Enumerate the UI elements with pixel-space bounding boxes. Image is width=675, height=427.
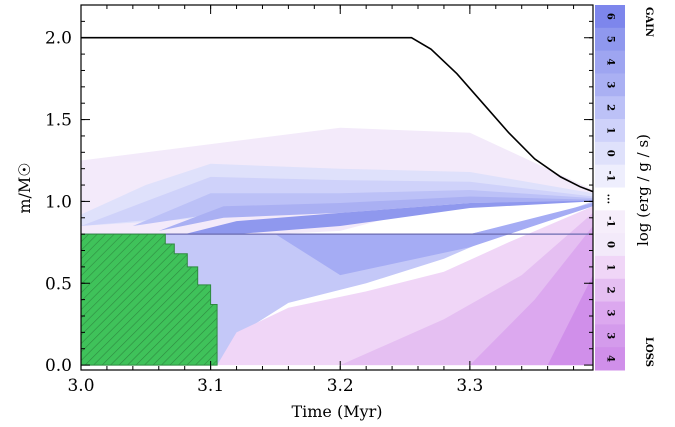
colorbar-segment-label: 4	[605, 59, 616, 66]
colorbar-segment	[595, 233, 625, 257]
x-tick-label: 3.1	[197, 376, 224, 396]
energy-region-gain4	[184, 200, 593, 235]
y-axis-label: m/M☉	[15, 162, 34, 213]
colorbar-segment-label: 1	[605, 127, 616, 134]
x-axis-label: Time (Myr)	[291, 402, 382, 421]
colorbar-top-label: GAIN	[643, 7, 654, 37]
colorbar-segment-label: 2	[605, 104, 616, 111]
energy-region-loss3	[469, 226, 593, 366]
y-tick-label: 1.5	[45, 111, 72, 131]
series-line-0	[81, 36, 593, 193]
colorbar-segment-label: -1	[605, 171, 616, 182]
colorbar-segment	[595, 164, 625, 188]
energy-region-gain3	[158, 196, 593, 231]
colorbar-segment-label: 2	[605, 287, 616, 294]
y-tick-label: 1.0	[45, 192, 72, 212]
colorbar-segment	[595, 50, 625, 74]
y-tick-label: 0.5	[45, 274, 72, 294]
axis-ticks: 3.0 3.1 3.2 3.3 0.0 0.5 1.0 1.5 2.0	[45, 5, 593, 396]
energy-region-loss4	[547, 275, 593, 366]
colorbar-segment	[595, 187, 625, 211]
colorbar-segment-label: -1	[605, 216, 616, 227]
colorbar-segment	[595, 278, 625, 303]
y-tick-label: 2.0	[45, 29, 72, 49]
colorbar-segment	[595, 73, 625, 97]
colorbar-segment-label: 4	[605, 355, 616, 362]
colorbar-bottom-label: LOSS	[643, 337, 654, 367]
colorbar-segment-label: 0	[605, 241, 616, 248]
colorbar-segment-label: ...	[605, 194, 616, 204]
y-tick-label: 0.0	[45, 356, 72, 376]
colorbar-segment	[595, 301, 625, 325]
convective-region	[81, 233, 218, 366]
colorbar-segment-label: 3	[605, 309, 616, 316]
x-tick-label: 3.3	[456, 376, 483, 396]
colorbar-segment	[595, 324, 625, 348]
x-tick-label: 3.0	[67, 376, 94, 396]
colorbar-segment-label: 6	[605, 13, 616, 20]
colorbar-segment	[595, 96, 625, 120]
colorbar: 6 5 4 3 2 1 0 -1... -1 0 1 2 3 3 4	[595, 5, 625, 371]
colorbar-title: log (erg / g / s)	[634, 134, 652, 246]
series-lines	[81, 36, 593, 193]
colorbar-segment-label: 3	[605, 332, 616, 339]
colorbar-segment-label: 5	[605, 36, 616, 43]
colorbar-segment-label: 3	[605, 81, 616, 88]
convective-zone	[81, 233, 218, 366]
colorbar-segment	[595, 255, 625, 280]
colorbar-segment	[595, 119, 625, 143]
plot-frame	[80, 4, 594, 371]
colorbar-segment-label: 0	[605, 150, 616, 157]
x-tick-label: 3.2	[327, 376, 354, 396]
energy-region-gain-strong	[275, 203, 593, 276]
energy-regions	[81, 127, 593, 366]
colorbar-segment-label: 1	[605, 264, 616, 271]
colorbar-segment	[595, 141, 625, 166]
colorbar-segment	[595, 347, 625, 371]
colorbar-segment	[595, 5, 625, 29]
colorbar-segment	[595, 210, 625, 234]
colorbar-segment	[595, 27, 625, 52]
